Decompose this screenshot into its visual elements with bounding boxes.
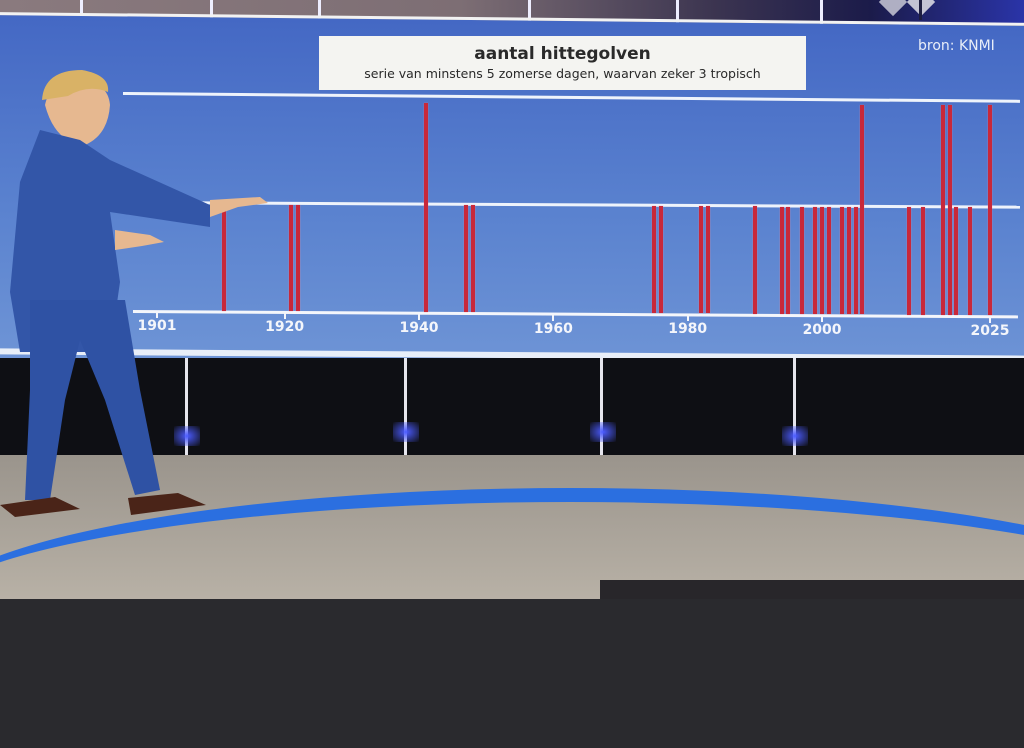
bar-2005: [853, 206, 858, 315]
pillar: [793, 358, 796, 460]
screen-divider: [318, 0, 321, 24]
bar-2015: [920, 207, 925, 315]
bar-1948: [470, 205, 475, 313]
x-tick: [821, 316, 824, 323]
bottom-band: [600, 580, 1024, 599]
pillar: [404, 358, 407, 463]
bar-1975: [652, 206, 657, 314]
source-label: bron: KNMI: [918, 38, 995, 54]
floor-light: [782, 426, 808, 446]
x-tick: [156, 312, 158, 319]
x-tick: [686, 315, 689, 322]
floor-light: [174, 426, 200, 446]
pillar: [185, 358, 188, 483]
bar-2018: [940, 105, 945, 315]
bar-2006: [860, 104, 865, 315]
bar-2025: [988, 105, 992, 316]
bar-1941: [423, 103, 428, 312]
bar-1994: [779, 206, 784, 314]
bar-1999: [813, 206, 818, 315]
bar-2019: [947, 105, 952, 315]
x-tick-label: 1940: [399, 319, 439, 336]
screen-divider: [528, 0, 531, 24]
screen-divider: [676, 0, 679, 24]
bar-2000: [820, 206, 825, 315]
x-tick-label: 1980: [668, 321, 708, 338]
chart-subtitle: serie van minstens 5 zomerse dagen, waar…: [364, 66, 761, 81]
x-tick: [417, 313, 420, 320]
bar-2004: [846, 206, 851, 315]
bar-2003: [840, 206, 845, 315]
chart-title-box: aantal hittegolven serie van minstens 5 …: [319, 36, 806, 90]
bar-1997: [799, 206, 804, 314]
pillar: [600, 358, 603, 456]
x-tick: [283, 312, 286, 319]
bar-1976: [658, 206, 663, 314]
x-tick-label: 1901: [137, 318, 177, 335]
bar-1922: [296, 204, 301, 311]
chart-title: aantal hittegolven: [474, 44, 651, 64]
npo-logo-icon: [878, 0, 936, 20]
x-tick-label: 1960: [533, 320, 573, 337]
bar-2020: [954, 207, 959, 315]
bar-1911: [222, 204, 227, 311]
screen-divider: [820, 0, 823, 24]
bar-1983: [705, 206, 710, 314]
x-tick: [989, 317, 991, 324]
x-tick-label: 1920: [265, 318, 305, 335]
floor-light: [590, 422, 616, 442]
studio-backdrop: [0, 358, 1024, 483]
bar-1947: [464, 205, 469, 312]
presenter-figure: [0, 70, 268, 517]
bar-1921: [289, 204, 294, 311]
x-tick-label: 2000: [802, 322, 842, 339]
x-tick-label: 2025: [970, 323, 1010, 340]
screen-divider: [210, 0, 213, 24]
bar-2001: [826, 206, 831, 315]
bar-2022: [967, 207, 972, 316]
bar-1995: [786, 206, 791, 314]
bar-1990: [752, 206, 757, 314]
bar-1982: [699, 206, 704, 314]
x-tick: [552, 314, 555, 321]
floor-light: [393, 422, 419, 442]
bar-2013: [907, 207, 912, 315]
